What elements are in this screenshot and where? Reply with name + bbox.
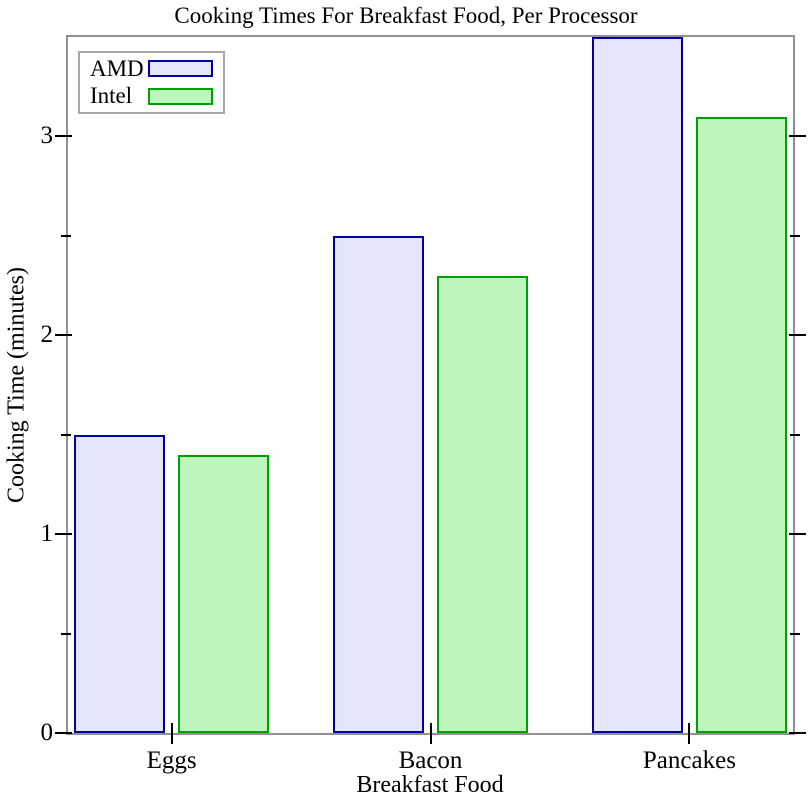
- y-tick-label: 3: [40, 122, 54, 150]
- bar-intel-bacon: [436, 275, 528, 733]
- y-tick-label: 0: [40, 719, 54, 746]
- y-major-tick: [55, 732, 72, 734]
- y-minor-tick-right: [790, 433, 800, 436]
- x-major-tick: [688, 723, 691, 744]
- y-minor-tick: [61, 632, 71, 635]
- bar-amd-bacon: [333, 235, 425, 733]
- bar-amd-pancakes: [592, 37, 683, 733]
- legend: AMD Intel: [78, 51, 225, 114]
- y-major-tick-right: [789, 334, 806, 337]
- y-tick-label: 1: [40, 520, 54, 548]
- y-minor-tick-right: [790, 234, 800, 237]
- legend-label-intel: Intel: [90, 83, 133, 109]
- x-tick-label: Pancakes: [642, 747, 736, 774]
- bar-intel-pancakes: [695, 116, 787, 733]
- y-minor-tick: [61, 234, 71, 237]
- x-tick-label: Eggs: [146, 747, 197, 774]
- y-major-tick: [55, 533, 72, 536]
- chart-title: Cooking Times For Breakfast Food, Per Pr…: [174, 3, 638, 28]
- legend-item-amd: AMD: [90, 55, 213, 81]
- legend-item-intel: Intel: [90, 84, 213, 108]
- x-axis-label: Breakfast Food: [356, 772, 504, 798]
- legend-swatch-intel: [148, 87, 213, 105]
- y-minor-tick: [61, 433, 71, 436]
- y-axis-label: Cooking Time (minutes): [3, 266, 30, 504]
- y-major-tick-right: [789, 533, 806, 536]
- y-tick-label: 2: [40, 321, 54, 349]
- y-major-tick-right: [789, 732, 806, 734]
- legend-swatch-amd: [148, 60, 213, 78]
- x-major-tick: [170, 723, 173, 744]
- y-minor-tick-right: [790, 632, 800, 635]
- y-major-tick-right: [789, 135, 806, 138]
- y-major-tick: [55, 334, 72, 337]
- y-major-tick: [55, 135, 72, 138]
- bar-amd-eggs: [74, 434, 166, 733]
- x-major-tick: [429, 723, 432, 744]
- x-tick-label: Bacon: [398, 747, 463, 774]
- legend-label-amd: AMD: [90, 55, 144, 81]
- plot-area: AMD Intel 0 1 2 3 Eggs Bacon Pancakes: [41, 35, 806, 774]
- bar-intel-eggs: [178, 454, 269, 733]
